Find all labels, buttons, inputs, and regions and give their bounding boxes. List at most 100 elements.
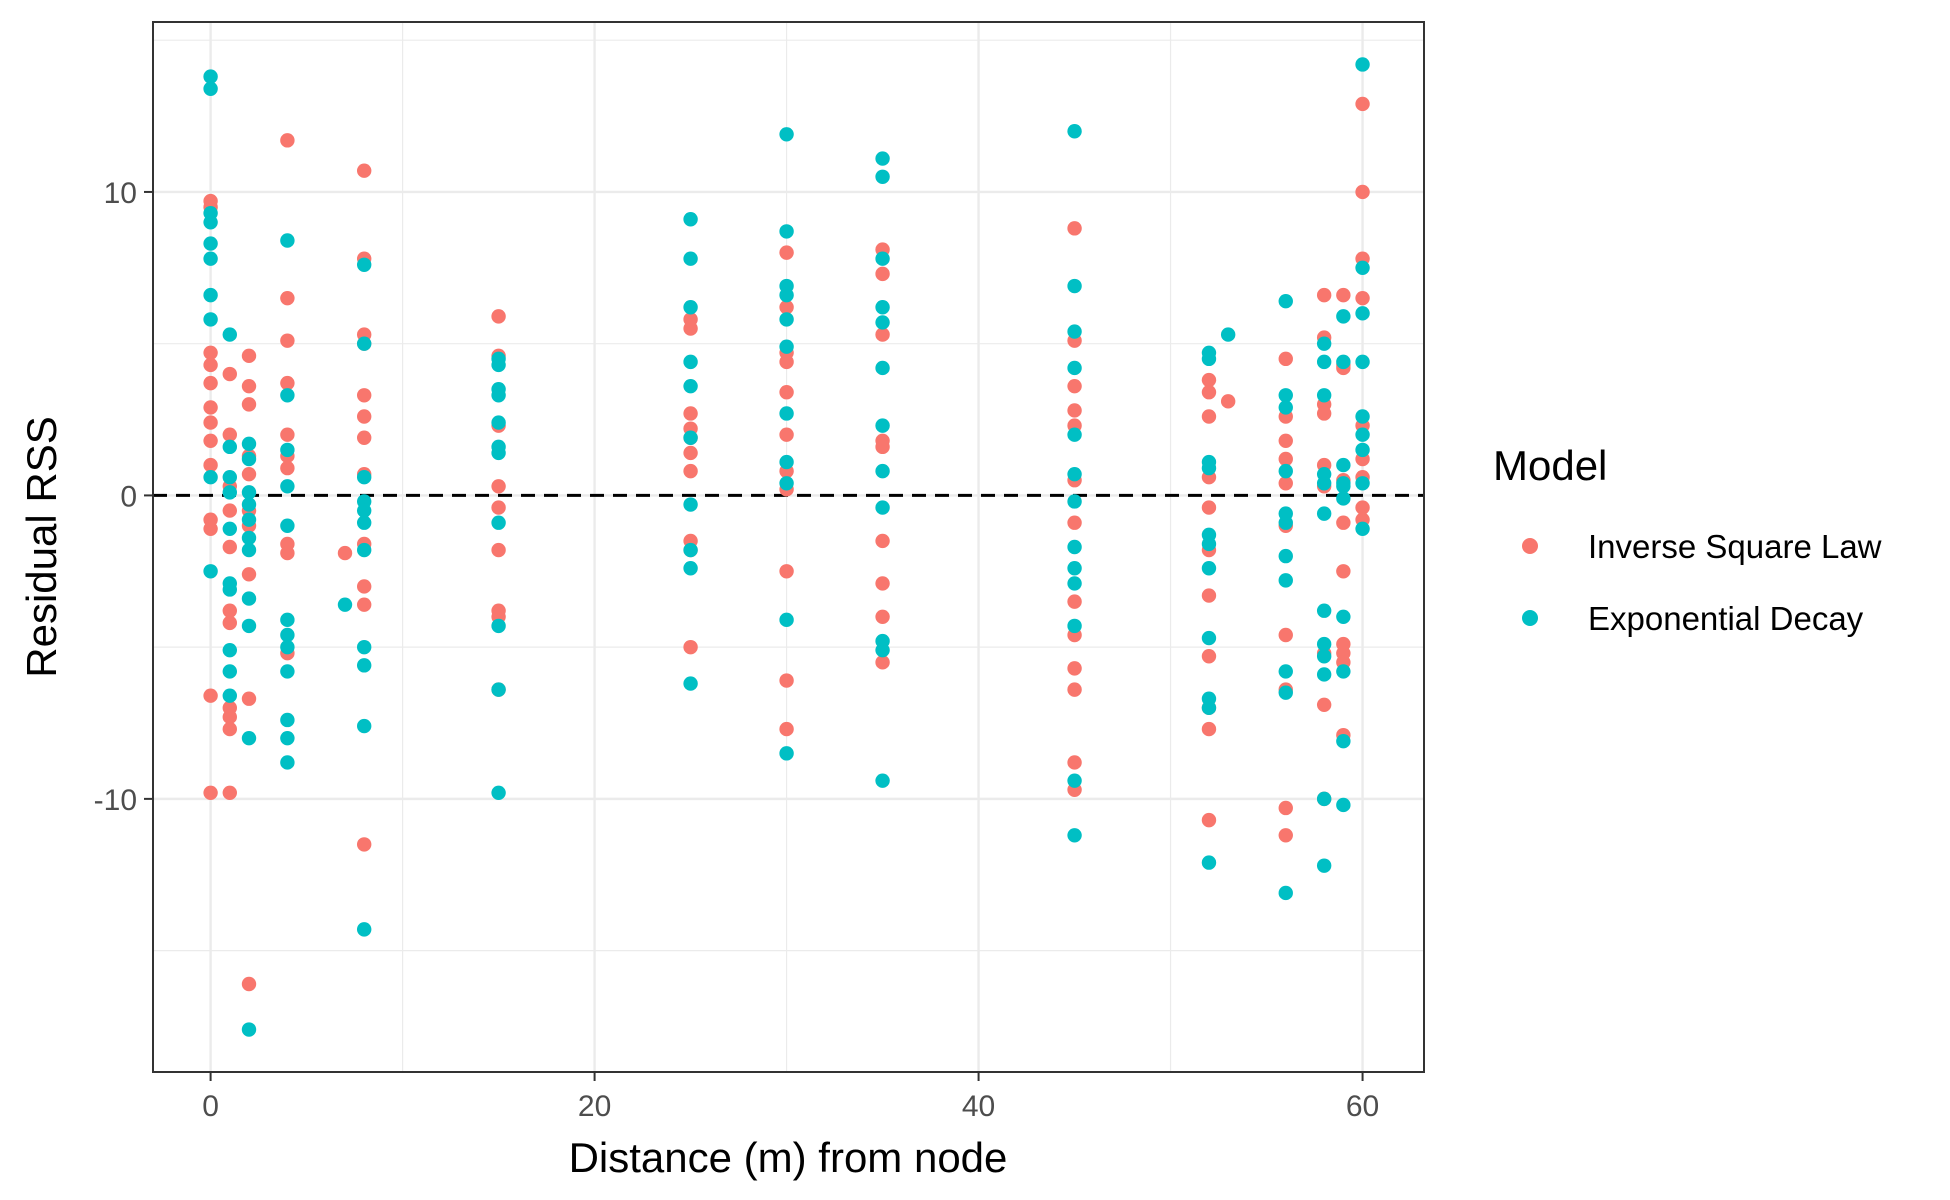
data-point	[491, 415, 506, 430]
data-point	[1201, 700, 1217, 716]
data-point	[222, 485, 237, 500]
data-point	[1201, 372, 1217, 388]
data-point	[222, 603, 237, 618]
data-point	[779, 385, 794, 400]
data-point	[779, 127, 794, 142]
data-point	[1067, 124, 1082, 139]
data-point	[1355, 500, 1370, 515]
data-point	[875, 642, 890, 658]
data-point	[241, 378, 257, 394]
x-tick-label: 40	[962, 1090, 995, 1123]
data-point	[875, 609, 890, 624]
data-point	[1201, 460, 1217, 476]
x-tick-label: 20	[578, 1090, 611, 1123]
data-point	[779, 427, 794, 442]
data-point	[241, 485, 257, 500]
x-tick-label: 0	[202, 1090, 219, 1123]
data-point	[241, 530, 257, 546]
data-point	[280, 627, 295, 643]
data-point	[222, 503, 237, 518]
data-point	[241, 466, 257, 482]
data-point	[683, 639, 698, 655]
data-point	[1336, 457, 1351, 473]
data-point	[1067, 682, 1082, 697]
data-point	[779, 354, 794, 370]
data-point	[1201, 588, 1217, 603]
data-point	[1336, 354, 1351, 370]
data-point	[1201, 500, 1217, 515]
data-point	[356, 639, 372, 655]
data-point	[875, 576, 890, 591]
data-point	[280, 133, 295, 148]
data-point	[203, 400, 218, 415]
data-point	[491, 542, 506, 558]
data-point	[222, 539, 237, 555]
data-point	[241, 542, 257, 558]
data-point	[875, 773, 890, 788]
data-point	[1278, 400, 1293, 415]
data-point	[241, 691, 257, 706]
data-point	[1355, 306, 1370, 321]
data-point	[491, 515, 506, 530]
data-point	[280, 755, 295, 770]
data-point	[356, 257, 372, 272]
data-point	[1278, 685, 1293, 700]
data-point	[1067, 403, 1082, 418]
legend-key-exponential-decay	[1522, 610, 1538, 626]
data-point	[280, 427, 295, 442]
data-point	[1355, 290, 1370, 306]
data-point	[779, 300, 794, 315]
data-point	[1316, 791, 1332, 807]
data-point	[241, 976, 257, 992]
data-point	[1278, 885, 1293, 901]
data-point	[1278, 515, 1293, 530]
data-point	[1316, 287, 1332, 303]
data-point	[280, 375, 295, 391]
data-point	[203, 457, 218, 473]
data-point	[1067, 576, 1082, 591]
data-point	[1067, 661, 1082, 676]
data-point	[875, 315, 890, 330]
data-point	[491, 618, 506, 634]
data-point	[241, 497, 257, 512]
data-point	[1336, 515, 1351, 530]
y-axis: -10 0 10	[94, 177, 153, 817]
data-point	[1067, 378, 1082, 394]
data-point	[356, 718, 372, 734]
y-tick-label: 10	[104, 177, 137, 210]
data-point	[1316, 476, 1332, 491]
data-point	[1201, 630, 1217, 646]
data-point	[779, 612, 794, 628]
data-point	[1355, 409, 1370, 424]
data-point	[222, 366, 237, 382]
data-point	[1336, 491, 1351, 506]
data-point	[1067, 278, 1082, 294]
data-point	[491, 682, 506, 697]
data-point	[356, 579, 372, 594]
data-point	[1316, 354, 1332, 370]
data-point	[1201, 409, 1217, 424]
data-point	[1201, 812, 1217, 828]
x-tick-label: 60	[1346, 1090, 1379, 1123]
data-point	[1336, 479, 1351, 494]
data-point	[1067, 494, 1082, 509]
data-point	[222, 615, 237, 631]
data-point	[1278, 293, 1293, 309]
data-point	[356, 658, 372, 673]
data-point	[683, 430, 698, 445]
data-point	[222, 785, 237, 801]
data-point	[203, 521, 218, 536]
data-point	[1336, 564, 1351, 579]
data-point	[222, 427, 237, 442]
data-point	[280, 479, 295, 494]
data-point	[356, 336, 372, 351]
data-point	[1336, 609, 1351, 624]
legend-title: Model	[1493, 442, 1607, 489]
data-point	[1067, 594, 1082, 609]
data-point	[1278, 800, 1293, 816]
data-point	[1278, 828, 1293, 843]
data-point	[1067, 773, 1082, 788]
legend-label-inverse-square-law: Inverse Square Law	[1588, 528, 1882, 565]
data-point	[1278, 573, 1293, 588]
